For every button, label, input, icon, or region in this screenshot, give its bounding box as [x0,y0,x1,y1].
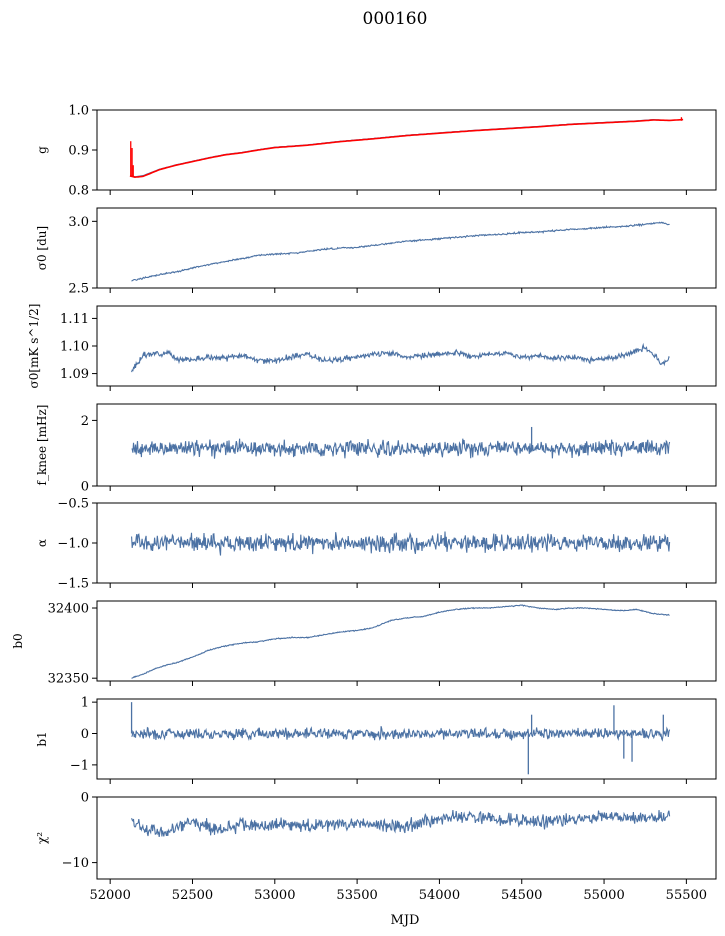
y-tick-label: 0.9 [68,144,89,159]
series-line-8-1 [131,809,671,837]
y-tick-label: 0 [81,727,89,742]
y-tick-label: 32400 [48,602,89,617]
x-tick-label: 53500 [336,888,377,903]
x-tick-label: 55000 [583,888,624,903]
y-axis-label: g [35,146,49,154]
y-tick-label: −1 [70,758,89,773]
x-tick-label: 54500 [501,888,542,903]
y-axis-label: f_knee [mHz] [35,405,49,486]
panel-5: −1.5 −1.0 −0.5 α [35,497,717,592]
y-tick-label: 0.8 [68,184,89,199]
axes-frame-8 [96,796,717,880]
y-axis-label: α [35,539,49,547]
panel-7: −1 0 1 b1 [35,696,717,784]
x-axis-label: MJD [391,913,420,928]
y-tick-label: 1.11 [60,312,89,327]
y-tick-label: −0.5 [57,497,89,512]
y-axis-label: χ² [35,832,49,844]
series-line-1-1 [131,119,670,178]
panel-6: 32350 32400 b0 [11,600,717,687]
series-line-4-1 [131,438,671,459]
panel-2: 2.5 3.0 σ0 [du] [35,207,717,297]
x-tick-label: 54000 [419,888,460,903]
y-tick-label: 0 [81,791,89,806]
series-line-5-1 [131,531,671,556]
y-tick-label: −1.0 [57,537,89,552]
series-line-1-2 [129,118,684,179]
axes-frame-7 [96,698,717,780]
x-tick-label: 52000 [89,888,130,903]
y-axis-label: σ0[mK s^1/2] [27,304,41,389]
y-tick-label: 0 [81,480,89,495]
y-axis-label: b1 [35,731,49,746]
y-axis-label: σ0 [du] [35,226,49,270]
series-line-3-1 [131,342,670,373]
x-tick-label: 53000 [254,888,295,903]
y-tick-label: 2.5 [68,282,89,297]
axes-frame-6 [96,600,717,682]
panels: 0.8 0.9 1.0 g 2.5 3.0 σ0 [du] 1.09 1.10 1.11 σ0[mK… [11,104,717,903]
series-line-6-1 [131,604,670,679]
panel-3: 1.09 1.10 1.11 σ0[mK s^1/2] [27,304,717,391]
panel-1: 0.8 0.9 1.0 g [35,104,717,199]
y-tick-label: 3.0 [68,215,89,230]
y-tick-label: 1.0 [68,104,89,119]
axes-frame-3 [96,305,717,387]
y-axis-label: b0 [11,633,25,648]
y-tick-label: 2 [81,414,89,429]
series-line-7-1 [131,726,671,742]
x-tick-label: 55500 [666,888,707,903]
y-tick-label: −10 [62,856,89,871]
y-tick-label: 32350 [48,672,89,687]
axes-frame-4 [96,403,717,487]
panel-4: 0 2 f_knee [mHz] [35,403,717,495]
y-tick-label: −1.5 [57,577,89,592]
y-tick-label: 1 [81,696,89,711]
y-tick-label: 1.10 [60,340,89,355]
series-line-2-1 [131,221,670,282]
x-tick-label: 52500 [172,888,213,903]
figure-title: 000160 [363,9,428,29]
y-tick-label: 1.09 [60,367,89,382]
panel-8: −10 0 52000 52500 53000 53500 54000 54500 55000 5… [35,791,717,903]
axes-frame-2 [96,207,717,289]
